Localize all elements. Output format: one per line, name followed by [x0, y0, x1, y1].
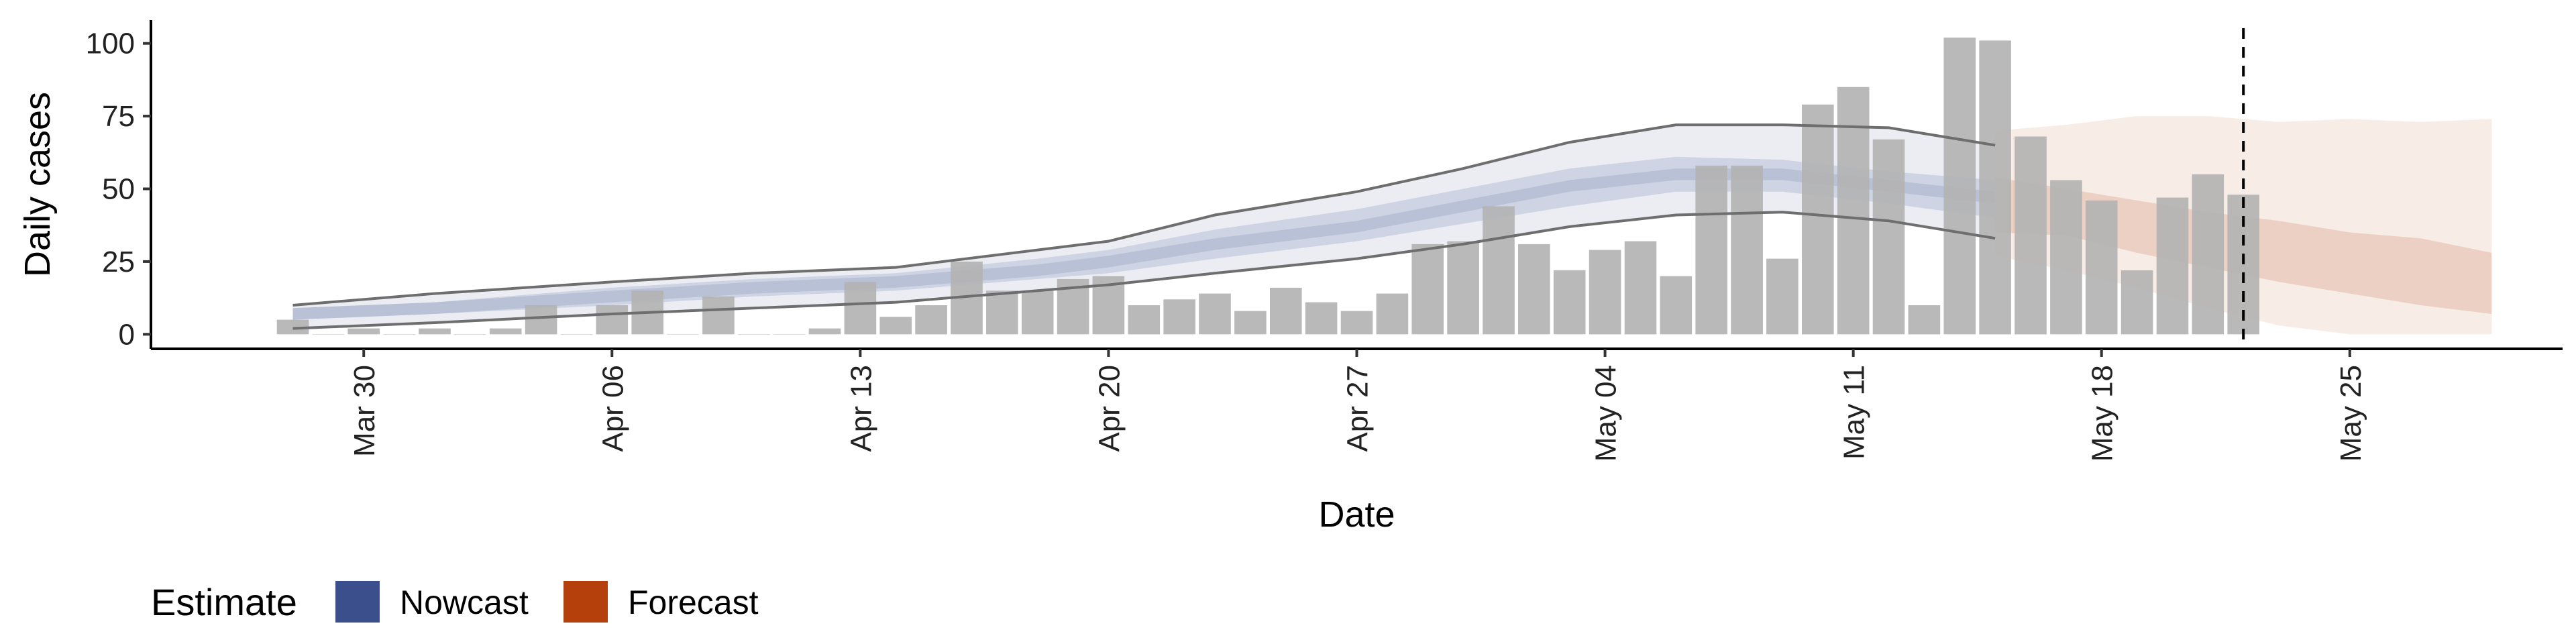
case-bar: [1553, 270, 1586, 335]
case-bar: [454, 334, 486, 335]
case-bar: [1021, 290, 1054, 335]
y-tick-label: 25: [102, 246, 135, 278]
case-bar: [1199, 293, 1231, 335]
case-bar: [1766, 258, 1799, 335]
case-bar: [1305, 302, 1338, 335]
y-tick-label: 75: [102, 100, 135, 133]
x-tick-label: May 18: [2086, 365, 2119, 462]
case-bar: [2156, 197, 2189, 335]
case-bar: [596, 305, 629, 335]
case-bar: [2050, 180, 2082, 335]
axes: 0 25 50 75 100 Mar 30 Apr 06 Apr 13 Apr 20 Apr 27…: [17, 20, 2563, 535]
case-bar: [1837, 87, 1870, 335]
x-tick-label: Apr 27: [1342, 365, 1375, 452]
case-bar: [1447, 241, 1479, 335]
case-bar: [986, 290, 1018, 335]
case-bar: [915, 305, 947, 335]
case-bar: [525, 305, 557, 335]
case-bar: [1518, 244, 1550, 335]
y-tick-label: 100: [86, 28, 135, 60]
x-axis-title: Date: [1318, 494, 1395, 535]
x-tick-label: May 04: [1590, 365, 1623, 462]
case-bar: [1624, 241, 1657, 335]
legend-label: Forecast: [628, 584, 759, 621]
case-bar: [276, 319, 309, 335]
case-bar: [879, 317, 912, 335]
case-bar: [1128, 305, 1161, 335]
case-bar: [1660, 276, 1693, 335]
case-bar: [489, 328, 522, 335]
nowcast-band-90: [292, 125, 1996, 329]
case-bar: [1802, 104, 1834, 335]
legend-label: Nowcast: [400, 584, 529, 621]
case-bar: [1270, 287, 1302, 335]
case-bar: [1163, 299, 1195, 335]
case-bar: [1589, 250, 1621, 335]
nowcast-band-50: [292, 156, 1996, 320]
nowcast-lower-line: [292, 211, 1996, 330]
x-tick-label: Mar 30: [348, 365, 381, 457]
x-tick-label: May 11: [1838, 365, 1871, 460]
case-bar: [419, 328, 451, 335]
legend-swatch: [564, 581, 608, 623]
nowcast-upper-line: [292, 123, 1996, 307]
case-bar: [1411, 244, 1444, 335]
legend: Estimate Nowcast Forecast: [151, 581, 759, 623]
x-tick-label: May 25: [2334, 365, 2367, 462]
case-bar: [560, 334, 593, 335]
y-axis-title: Daily cases: [17, 92, 58, 277]
legend-swatch: [335, 581, 380, 623]
case-bar: [312, 334, 345, 335]
case-bar: [808, 328, 841, 335]
x-tick-label: Apr 13: [845, 365, 877, 452]
case-bar: [844, 282, 877, 335]
case-bar: [1483, 206, 1515, 335]
case-bar: [347, 328, 380, 335]
case-bar: [1376, 293, 1409, 335]
x-tick-label: Apr 20: [1093, 365, 1126, 452]
case-bar: [702, 296, 735, 335]
case-bar: [738, 334, 770, 335]
case-bar: [383, 334, 415, 335]
bound-lines: [292, 123, 1996, 330]
case-bar: [1943, 38, 1976, 335]
case-bar: [1695, 165, 1727, 335]
case-bar: [2015, 136, 2047, 335]
case-bar: [1908, 305, 1941, 335]
case-bar: [2192, 174, 2224, 335]
case-bar: [1234, 311, 1267, 335]
case-bar: [1872, 139, 1905, 335]
daily-case-bars: [276, 38, 2259, 335]
x-tick-label: Apr 06: [596, 365, 629, 452]
case-bar: [1340, 311, 1373, 335]
case-bar: [1731, 165, 1763, 335]
case-bar: [1979, 40, 2011, 335]
y-tick-label: 50: [102, 173, 135, 206]
case-bar: [2121, 270, 2153, 335]
y-tick-label: 0: [119, 318, 135, 351]
case-bar: [773, 334, 806, 335]
case-bar: [2085, 200, 2118, 335]
legend-title: Estimate: [151, 581, 297, 623]
case-bar: [667, 334, 699, 335]
